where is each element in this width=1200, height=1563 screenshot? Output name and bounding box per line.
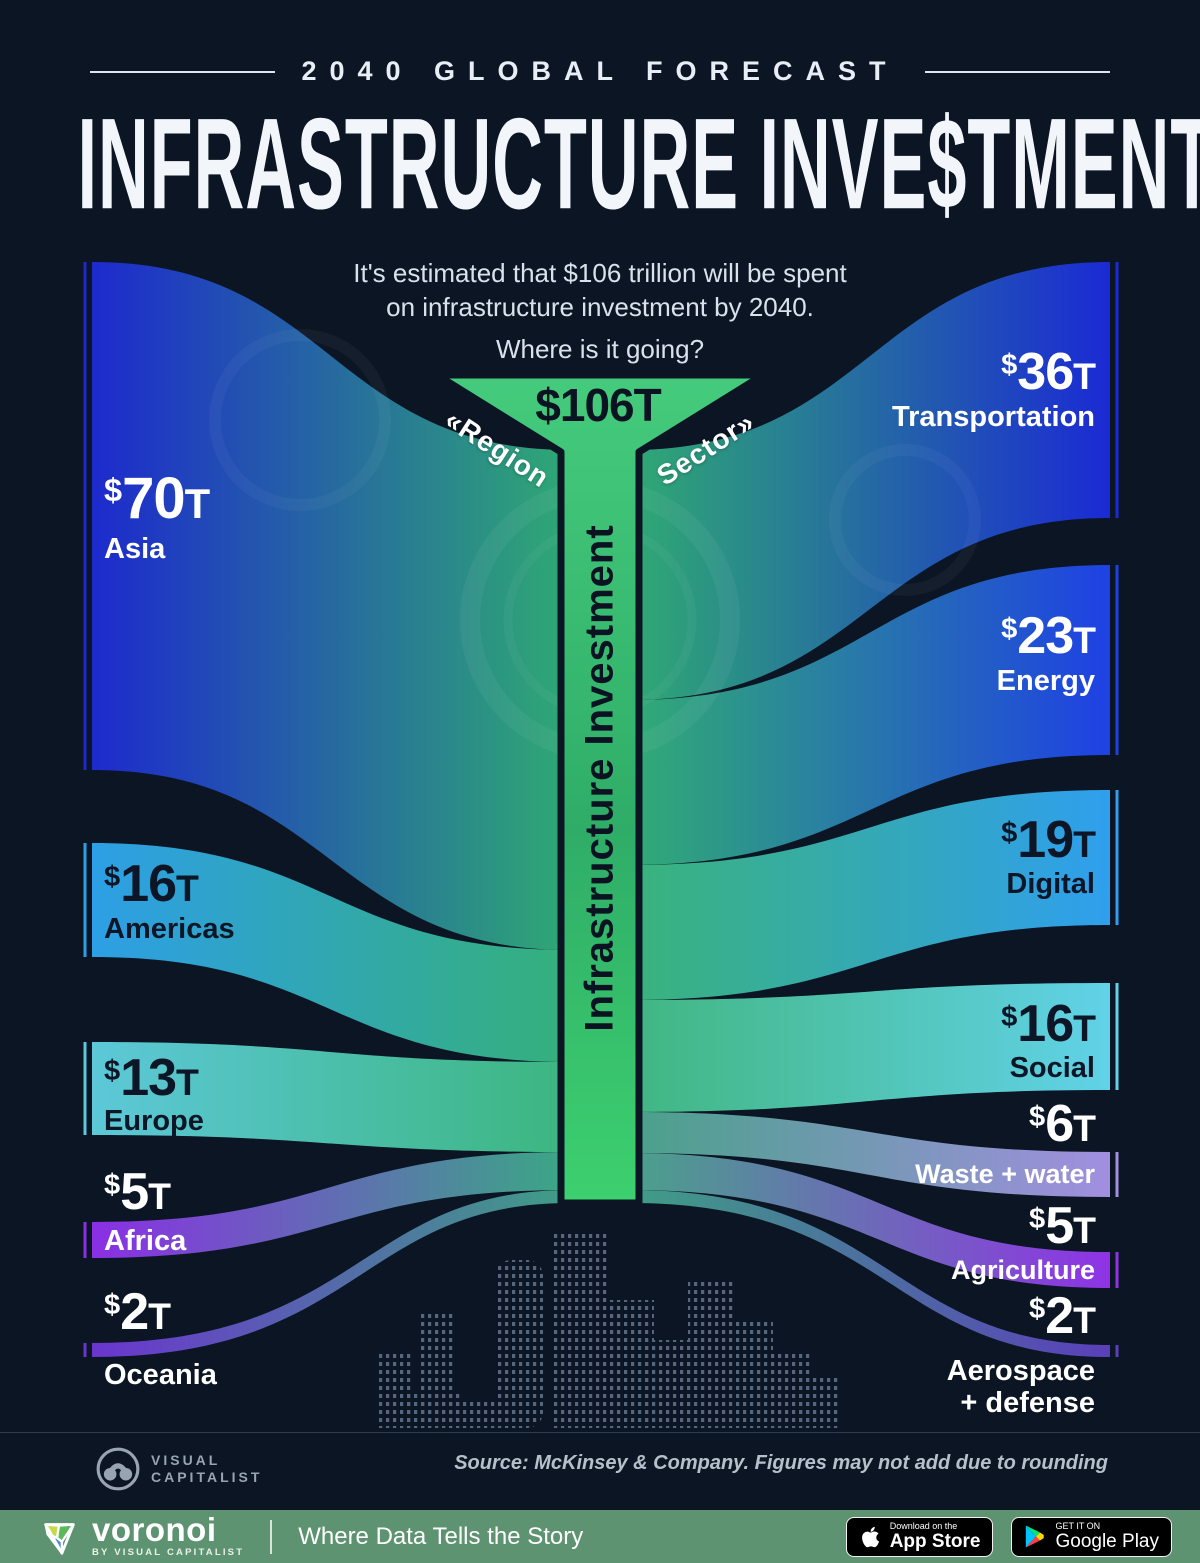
- sector-digital-value: $19T: [1001, 811, 1096, 869]
- intro-question: Where is it going?: [495, 334, 705, 364]
- sector-transportation-label: Transportation: [891, 401, 1095, 433]
- region-africa-label: Africa: [104, 1225, 187, 1257]
- sector-waste-water-value: $6T: [1029, 1095, 1096, 1153]
- region-oceania-label: Oceania: [104, 1359, 217, 1391]
- total-funnel-column: [433, 371, 767, 1207]
- bottom-brand-bar: voronoi BY VISUAL CAPITALIST Where Data …: [0, 1510, 1200, 1563]
- tagline: Where Data Tells the Story: [298, 1522, 584, 1550]
- edge-ticks: [83, 262, 1119, 1357]
- flow-social: [630, 983, 1110, 1112]
- sector-energy-label: Energy: [996, 665, 1095, 697]
- flow-africa: [92, 1152, 570, 1258]
- kicker-rule-left: [90, 70, 276, 73]
- footer-divider: [0, 1432, 1200, 1433]
- sector-digital-label: Digital: [1006, 868, 1095, 900]
- flow-waste-water: [630, 1112, 1110, 1197]
- sector-waste-water-label: Waste + water: [915, 1159, 1095, 1189]
- app-store-badge[interactable]: Download on the App Store: [845, 1516, 994, 1557]
- sector-agriculture-value: $5T: [1029, 1197, 1096, 1255]
- voronoi-brand-sub: BY VISUAL CAPITALIST: [92, 1547, 245, 1558]
- bar-divider: [270, 1519, 273, 1554]
- flow-digital: [630, 790, 1110, 1000]
- flow-asia: [92, 262, 570, 950]
- kicker-text: 2040 GLOBAL FORECAST: [301, 56, 899, 86]
- app-store-name: App Store: [889, 1531, 981, 1552]
- flow-energy: [630, 565, 1110, 865]
- region-oceania-value: $2T: [104, 1283, 171, 1341]
- sector-aerospace-label: Aerospace + defense: [946, 1355, 1095, 1419]
- region-europe-value: $13T: [104, 1049, 199, 1107]
- sector-aerospace-value: $2T: [1029, 1287, 1096, 1345]
- google-play-name: Google Play: [1055, 1531, 1159, 1552]
- flow-europe: [92, 1042, 570, 1152]
- voronoi-logo-icon: [44, 1522, 75, 1555]
- vc-logo-line1: VISUAL: [151, 1452, 221, 1468]
- google-play-pre: GET IT ON: [1055, 1521, 1101, 1531]
- visual-capitalist-logo-icon: [96, 1447, 140, 1491]
- region-africa-value: $5T: [104, 1163, 171, 1221]
- app-store-pre: Download on the: [889, 1521, 958, 1531]
- city-skyline-decoration: [377, 1232, 838, 1428]
- visual-capitalist-logo: VISUAL CAPITALIST: [95, 1446, 262, 1492]
- vc-logo-line2: CAPITALIST: [151, 1469, 263, 1485]
- google-play-icon: [1026, 1525, 1045, 1548]
- voronoi-brand-name: voronoi: [92, 1511, 217, 1548]
- region-asia-value: $70T: [104, 466, 210, 531]
- google-play-badge[interactable]: GET IT ON Google Play: [1011, 1516, 1172, 1557]
- sector-agriculture-label: Agriculture: [950, 1255, 1095, 1285]
- voronoi-logo: voronoi BY VISUAL CAPITALIST: [38, 1511, 245, 1558]
- flow-americas: [92, 843, 570, 1062]
- page-title: INFRASTRUCTURE INVE$TMENT: [77, 91, 1200, 236]
- apple-icon: [861, 1526, 879, 1547]
- sector-energy-value: $23T: [1001, 607, 1096, 665]
- sector-social-value: $16T: [1001, 995, 1096, 1053]
- region-americas-label: Americas: [104, 913, 235, 945]
- sector-social-label: Social: [1009, 1052, 1095, 1084]
- sector-transportation-value: $36T: [1001, 343, 1096, 401]
- total-column-label: Infrastructure Investment: [577, 524, 622, 1032]
- flow-agriculture: [630, 1153, 1110, 1288]
- flow-transportation: [630, 262, 1110, 700]
- kicker: 2040 GLOBAL FORECAST: [90, 56, 1111, 87]
- source-note: Source: McKinsey & Company. Figures may …: [454, 1452, 1108, 1474]
- region-asia-label: Asia: [104, 533, 166, 565]
- intro-line-1: It's estimated that $106 trillion will b…: [353, 258, 847, 288]
- region-europe-label: Europe: [104, 1105, 204, 1137]
- total-value: $106T: [535, 379, 661, 431]
- region-americas-value: $16T: [104, 855, 199, 913]
- kicker-rule-right: [924, 70, 1111, 73]
- intro-line-2: on infrastructure investment by 2040.: [386, 292, 814, 322]
